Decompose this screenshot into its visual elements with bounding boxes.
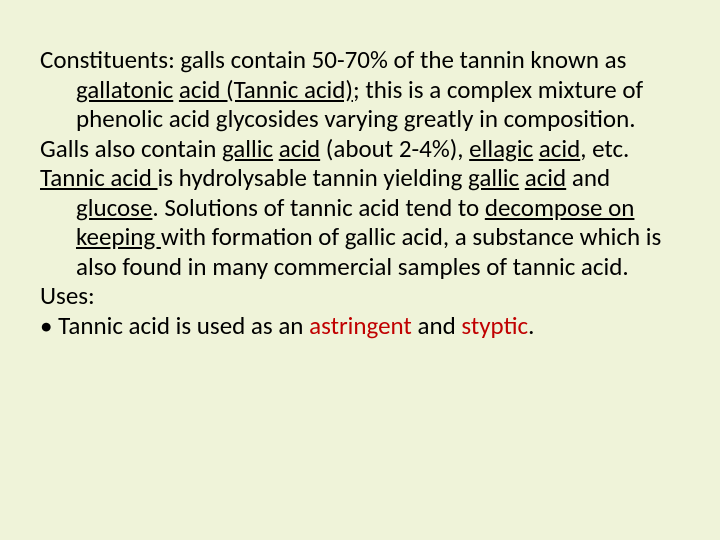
text: and xyxy=(412,310,462,341)
text: Uses: xyxy=(40,280,95,311)
text: with formation of gallic acid, a substan… xyxy=(76,221,661,282)
underline-gallatonic: gallatonic xyxy=(76,74,173,105)
text: . xyxy=(528,310,534,341)
text: Constituents: galls contain 50-70% of th… xyxy=(40,44,626,75)
underline-acid-2: acid xyxy=(539,133,580,164)
text: Galls also contain xyxy=(40,133,222,164)
red-astringent: astringent xyxy=(309,310,412,341)
underline-gallic: gallic xyxy=(222,133,273,164)
text: , etc. xyxy=(580,133,629,164)
text: is hydrolysable tannin yielding xyxy=(158,162,469,193)
underline-glucose: glucose xyxy=(76,192,152,223)
underline-acid-3: acid xyxy=(525,162,566,193)
paragraph-uses-heading: Uses: xyxy=(40,281,680,311)
red-styptic: styptic xyxy=(461,310,528,341)
underline-ellagic: ellagic xyxy=(469,133,533,164)
paragraph-galls-contain: Galls also contain gallic acid (about 2-… xyxy=(40,134,680,164)
text: Tannic acid is used as an xyxy=(58,310,309,341)
underline-tannic-acid: acid (Tannic acid) xyxy=(179,74,353,105)
text: (about 2-4%), xyxy=(320,133,469,164)
text: . Solutions of tannic acid tend to xyxy=(152,192,484,223)
slide-body: Constituents: galls contain 50-70% of th… xyxy=(0,0,720,380)
bullet-uses-item: Tannic acid is used as an astringent and… xyxy=(40,311,680,341)
underline-acid: acid xyxy=(279,133,320,164)
paragraph-tannic-acid: Tannic acid is hydrolysable tannin yield… xyxy=(40,163,680,281)
underline-tannic-acid-2: Tannic acid xyxy=(40,162,158,193)
paragraph-constituents: Constituents: galls contain 50-70% of th… xyxy=(40,45,680,134)
text: and xyxy=(566,162,610,193)
underline-gallic-2: gallic xyxy=(468,162,519,193)
